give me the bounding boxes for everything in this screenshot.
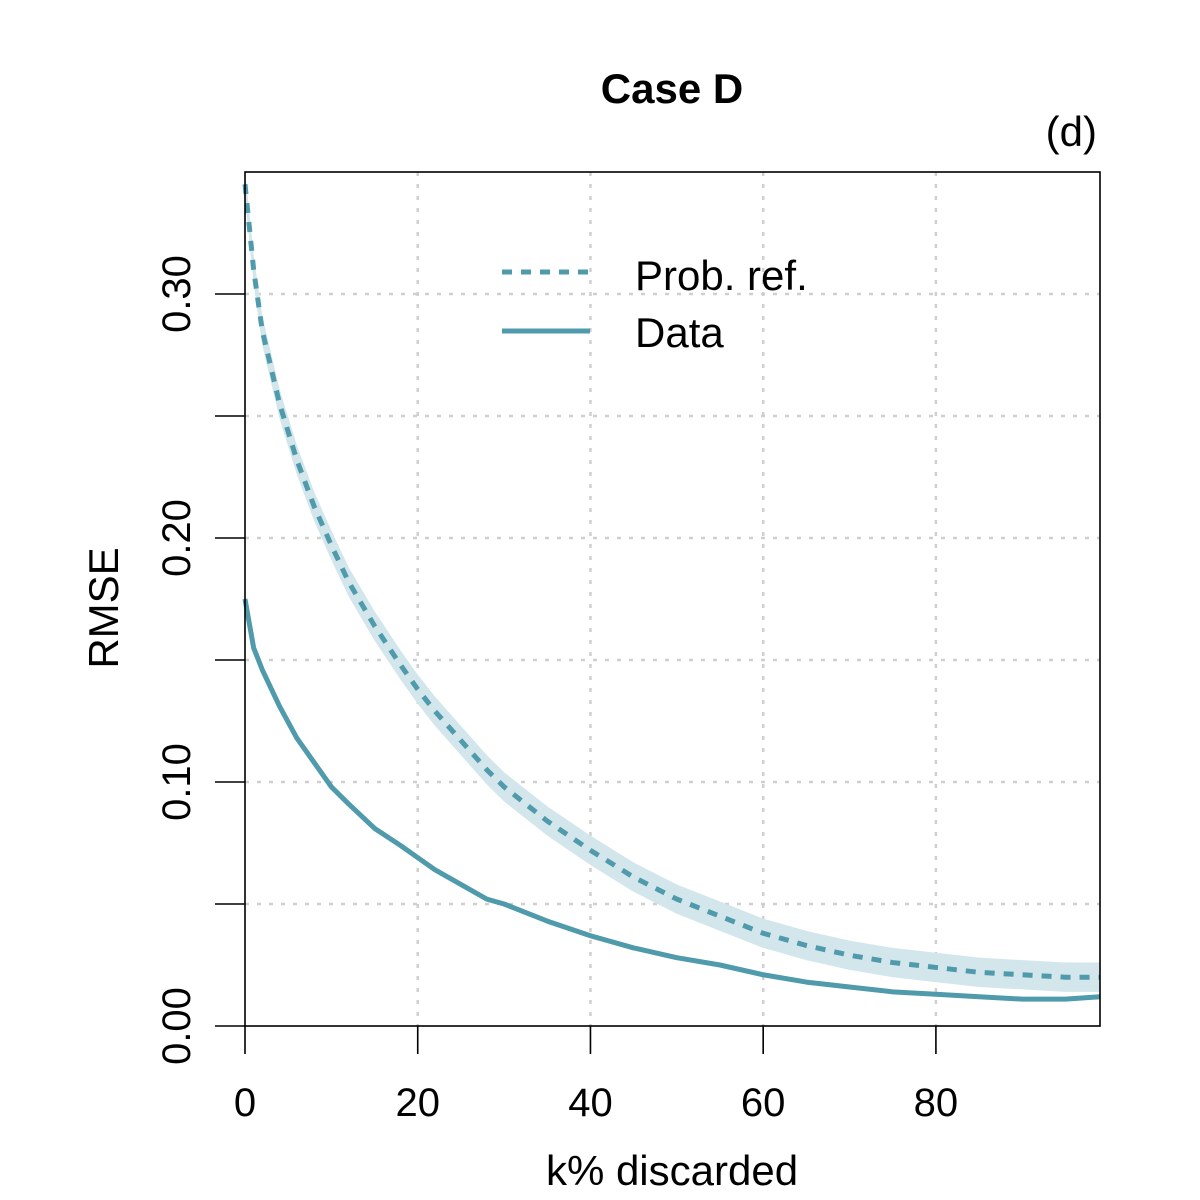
grid — [245, 172, 1100, 1026]
x-tick-label-4: 80 — [914, 1081, 959, 1125]
legend-label-data: Data — [635, 309, 724, 356]
x-tick-label-0: 0 — [234, 1081, 256, 1125]
x-tick-label-2: 40 — [568, 1081, 613, 1125]
panel-label: (d) — [1046, 108, 1097, 155]
y-axis: 0.00 0.10 0.20 0.30 — [155, 255, 245, 1065]
series-line-prob-ref — [242, 183, 1100, 980]
y-tick-label-0: 0.00 — [155, 987, 199, 1065]
y-tick-label-2: 0.10 — [155, 743, 199, 821]
legend: Prob. ref. Data — [502, 252, 808, 356]
legend-label-prob-ref: Prob. ref. — [635, 252, 808, 299]
x-axis-label: k% discarded — [546, 1147, 798, 1194]
plot-frame — [244, 171, 1101, 1027]
x-tick-label-1: 20 — [395, 1081, 440, 1125]
y-tick-label-4: 0.20 — [155, 499, 199, 577]
chart-title: Case D — [601, 65, 743, 112]
y-tick-label-6: 0.30 — [155, 255, 199, 333]
x-axis: 0 20 40 60 80 — [234, 1026, 958, 1125]
series-line-data — [242, 598, 1101, 1002]
y-axis-label: RMSE — [80, 547, 127, 668]
series-lines — [242, 183, 1101, 1002]
x-tick-label-3: 60 — [741, 1081, 786, 1125]
